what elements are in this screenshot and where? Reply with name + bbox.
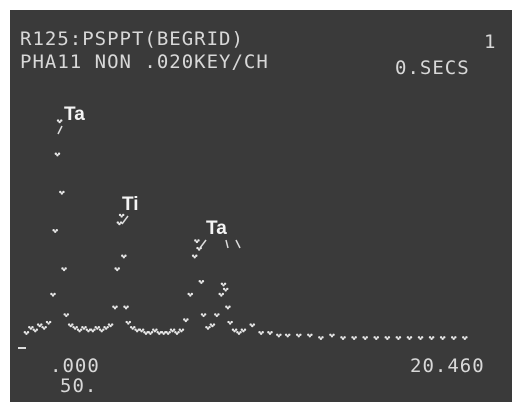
data-point bbox=[465, 336, 467, 338]
data-point bbox=[40, 323, 42, 325]
data-point bbox=[208, 326, 210, 328]
data-point bbox=[111, 323, 113, 325]
data-point bbox=[262, 331, 264, 333]
data-point bbox=[231, 321, 233, 323]
data-point bbox=[102, 329, 104, 331]
data-point bbox=[142, 329, 144, 331]
data-point bbox=[115, 306, 117, 308]
subtitle: PHA11 NON .020KEY/CH bbox=[20, 51, 269, 73]
data-point bbox=[173, 329, 175, 331]
data-point bbox=[421, 336, 423, 338]
data-point bbox=[355, 336, 357, 338]
data-point bbox=[432, 336, 434, 338]
data-point bbox=[186, 318, 188, 320]
time: 0.SECS bbox=[395, 57, 470, 79]
data-point bbox=[410, 336, 412, 338]
data-point bbox=[343, 336, 345, 338]
data-point bbox=[204, 313, 206, 315]
data-point bbox=[76, 326, 78, 328]
data-point bbox=[299, 334, 301, 336]
data-point bbox=[84, 326, 86, 328]
data-point bbox=[56, 229, 58, 231]
x-tick-label: 20.460 bbox=[410, 355, 485, 377]
data-point bbox=[98, 326, 100, 328]
x-tick-label: .000 bbox=[50, 355, 100, 377]
data-point bbox=[122, 214, 124, 216]
data-point bbox=[177, 331, 179, 333]
data-point bbox=[31, 326, 33, 328]
data-point bbox=[67, 313, 69, 315]
data-point bbox=[80, 329, 82, 331]
data-point bbox=[195, 255, 197, 257]
data-point bbox=[226, 288, 228, 290]
data-point bbox=[270, 331, 272, 333]
data-point bbox=[58, 153, 60, 155]
data-point bbox=[191, 293, 193, 295]
data-point bbox=[49, 321, 51, 323]
data-point bbox=[377, 336, 379, 338]
data-point bbox=[366, 336, 368, 338]
data-point bbox=[133, 326, 135, 328]
data-point bbox=[388, 336, 390, 338]
data-point bbox=[310, 334, 312, 336]
data-point bbox=[60, 119, 62, 121]
data-point bbox=[107, 326, 109, 328]
data-point bbox=[217, 313, 219, 315]
data-point bbox=[197, 239, 199, 241]
data-point bbox=[62, 191, 64, 193]
data-point bbox=[224, 283, 226, 285]
page-number: 1 bbox=[484, 31, 496, 53]
title: R125:PSPPT(BEGRID) bbox=[20, 28, 244, 50]
data-point bbox=[155, 329, 157, 331]
data-point bbox=[36, 329, 38, 331]
data-point bbox=[71, 323, 73, 325]
peak-label: Ta bbox=[206, 218, 227, 239]
screen: R125:PSPPT(BEGRID) PHA11 NON .020KEY/CH … bbox=[0, 0, 521, 407]
data-point bbox=[288, 334, 290, 336]
data-point bbox=[279, 334, 281, 336]
data-point bbox=[169, 331, 171, 333]
data-point bbox=[239, 331, 241, 333]
data-point bbox=[27, 331, 29, 333]
peak-label: Ti bbox=[122, 194, 139, 215]
data-point bbox=[253, 323, 255, 325]
data-point bbox=[454, 336, 456, 338]
data-point bbox=[53, 293, 55, 295]
data-point bbox=[222, 293, 224, 295]
data-point bbox=[151, 331, 153, 333]
data-point bbox=[45, 326, 47, 328]
data-point bbox=[118, 267, 120, 269]
data-point bbox=[332, 334, 334, 336]
data-point bbox=[213, 323, 215, 325]
data-point bbox=[202, 280, 204, 282]
data-point bbox=[182, 329, 184, 331]
data-point bbox=[235, 329, 237, 331]
data-point bbox=[64, 267, 66, 269]
scale: 50. bbox=[60, 375, 97, 397]
data-point bbox=[93, 329, 95, 331]
data-point bbox=[244, 329, 246, 331]
peak-label: Ta bbox=[64, 104, 85, 125]
data-point bbox=[124, 255, 126, 257]
data-point bbox=[126, 306, 128, 308]
data-point bbox=[120, 221, 122, 223]
data-point bbox=[129, 321, 131, 323]
data-point bbox=[200, 247, 202, 249]
data-point bbox=[399, 336, 401, 338]
data-point bbox=[321, 336, 323, 338]
data-point bbox=[443, 336, 445, 338]
data-point bbox=[228, 306, 230, 308]
